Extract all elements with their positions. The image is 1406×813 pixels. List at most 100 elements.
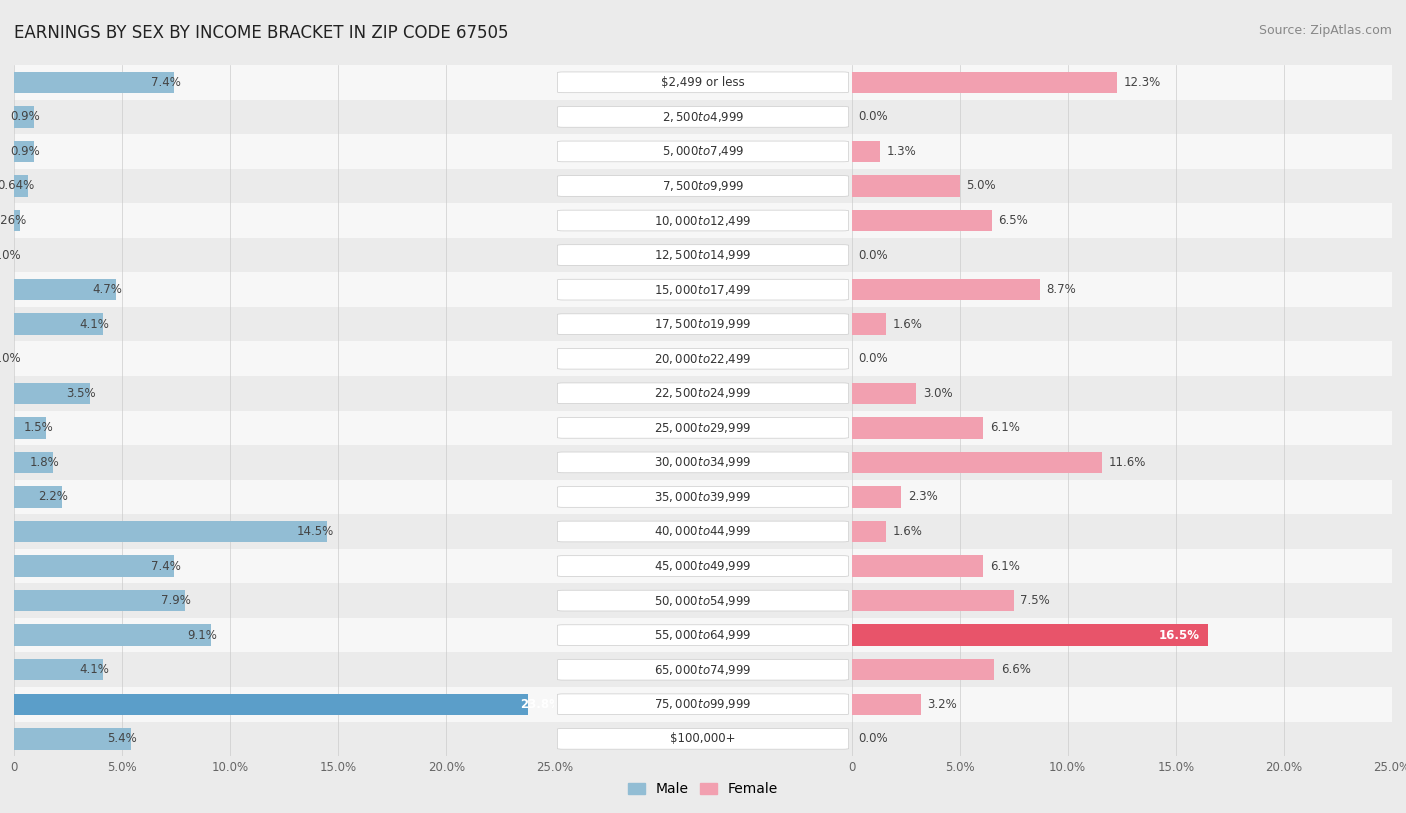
Text: $65,000 to $74,999: $65,000 to $74,999 — [654, 663, 752, 676]
Text: $100,000+: $100,000+ — [671, 733, 735, 746]
Bar — [14, 624, 211, 646]
Text: 6.1%: 6.1% — [990, 559, 1019, 572]
Text: 0.0%: 0.0% — [858, 352, 887, 365]
Bar — [554, 307, 852, 341]
Bar — [14, 590, 184, 611]
Bar — [852, 486, 901, 507]
Text: 1.6%: 1.6% — [893, 318, 922, 331]
Text: $25,000 to $29,999: $25,000 to $29,999 — [654, 421, 752, 435]
Text: $35,000 to $39,999: $35,000 to $39,999 — [654, 490, 752, 504]
Text: 2.3%: 2.3% — [908, 490, 938, 503]
Bar — [852, 65, 1392, 99]
Text: 6.1%: 6.1% — [990, 421, 1019, 434]
FancyBboxPatch shape — [557, 659, 849, 680]
Text: 0.0%: 0.0% — [858, 733, 887, 746]
Bar — [852, 521, 886, 542]
Bar — [14, 722, 554, 756]
Text: 2.2%: 2.2% — [38, 490, 67, 503]
Text: 4.7%: 4.7% — [93, 283, 122, 296]
Text: $5,000 to $7,499: $5,000 to $7,499 — [662, 145, 744, 159]
Bar — [554, 687, 852, 722]
Bar — [852, 480, 1392, 515]
Text: 8.7%: 8.7% — [1046, 283, 1076, 296]
Bar — [14, 72, 174, 93]
Bar — [852, 341, 1392, 376]
Text: $10,000 to $12,499: $10,000 to $12,499 — [654, 214, 752, 228]
Text: $45,000 to $49,999: $45,000 to $49,999 — [654, 559, 752, 573]
Bar — [14, 417, 46, 438]
Bar — [554, 480, 852, 515]
Text: 4.1%: 4.1% — [79, 318, 110, 331]
Text: $2,500 to $4,999: $2,500 to $4,999 — [662, 110, 744, 124]
Bar — [852, 210, 993, 231]
Bar — [554, 618, 852, 652]
FancyBboxPatch shape — [557, 210, 849, 231]
Text: 9.1%: 9.1% — [187, 628, 218, 641]
Bar — [554, 99, 852, 134]
Text: EARNINGS BY SEX BY INCOME BRACKET IN ZIP CODE 67505: EARNINGS BY SEX BY INCOME BRACKET IN ZIP… — [14, 24, 509, 42]
Text: 14.5%: 14.5% — [297, 525, 335, 538]
FancyBboxPatch shape — [557, 452, 849, 473]
Bar — [852, 72, 1118, 93]
Bar — [14, 203, 554, 237]
Bar — [14, 687, 554, 722]
Bar — [554, 169, 852, 203]
Bar — [554, 584, 852, 618]
Text: 0.0%: 0.0% — [858, 111, 887, 124]
Text: 1.5%: 1.5% — [24, 421, 53, 434]
Bar — [14, 659, 103, 680]
Bar — [14, 237, 554, 272]
Text: 4.1%: 4.1% — [79, 663, 110, 676]
Text: 12.3%: 12.3% — [1123, 76, 1161, 89]
Bar — [852, 452, 1102, 473]
Bar — [852, 134, 1392, 169]
Text: $50,000 to $54,999: $50,000 to $54,999 — [654, 593, 752, 607]
Bar — [14, 446, 554, 480]
Bar — [14, 279, 115, 300]
Bar — [554, 237, 852, 272]
FancyBboxPatch shape — [557, 694, 849, 715]
Bar — [14, 515, 554, 549]
Bar — [14, 272, 554, 307]
Bar — [14, 314, 103, 335]
Text: 1.3%: 1.3% — [886, 145, 915, 158]
Text: 0.26%: 0.26% — [0, 214, 27, 227]
FancyBboxPatch shape — [557, 383, 849, 403]
FancyBboxPatch shape — [557, 141, 849, 162]
Bar — [852, 624, 1208, 646]
Text: 3.0%: 3.0% — [922, 387, 952, 400]
Text: $40,000 to $44,999: $40,000 to $44,999 — [654, 524, 752, 538]
Bar — [14, 307, 554, 341]
Text: 1.6%: 1.6% — [893, 525, 922, 538]
Bar — [852, 376, 1392, 411]
Text: Source: ZipAtlas.com: Source: ZipAtlas.com — [1258, 24, 1392, 37]
Bar — [852, 279, 1039, 300]
Text: 0.0%: 0.0% — [0, 352, 21, 365]
Bar — [14, 134, 554, 169]
FancyBboxPatch shape — [557, 486, 849, 507]
Text: 7.4%: 7.4% — [150, 559, 180, 572]
Bar — [852, 687, 1392, 722]
Bar — [554, 272, 852, 307]
Text: 5.4%: 5.4% — [107, 733, 138, 746]
Bar — [554, 134, 852, 169]
Legend: Male, Female: Male, Female — [623, 777, 783, 802]
Bar — [852, 383, 917, 404]
Bar — [554, 446, 852, 480]
Text: 0.0%: 0.0% — [858, 249, 887, 262]
FancyBboxPatch shape — [557, 728, 849, 750]
Bar — [852, 237, 1392, 272]
Text: 7.9%: 7.9% — [162, 594, 191, 607]
Text: 5.0%: 5.0% — [966, 180, 995, 193]
Bar — [852, 555, 983, 576]
Text: 0.9%: 0.9% — [10, 145, 39, 158]
Text: 16.5%: 16.5% — [1159, 628, 1199, 641]
Bar — [14, 411, 554, 446]
FancyBboxPatch shape — [557, 72, 849, 93]
Bar — [852, 141, 880, 162]
Text: $30,000 to $34,999: $30,000 to $34,999 — [654, 455, 752, 469]
Bar — [852, 549, 1392, 584]
Text: 6.6%: 6.6% — [1001, 663, 1031, 676]
Bar — [14, 480, 554, 515]
Bar — [14, 341, 554, 376]
